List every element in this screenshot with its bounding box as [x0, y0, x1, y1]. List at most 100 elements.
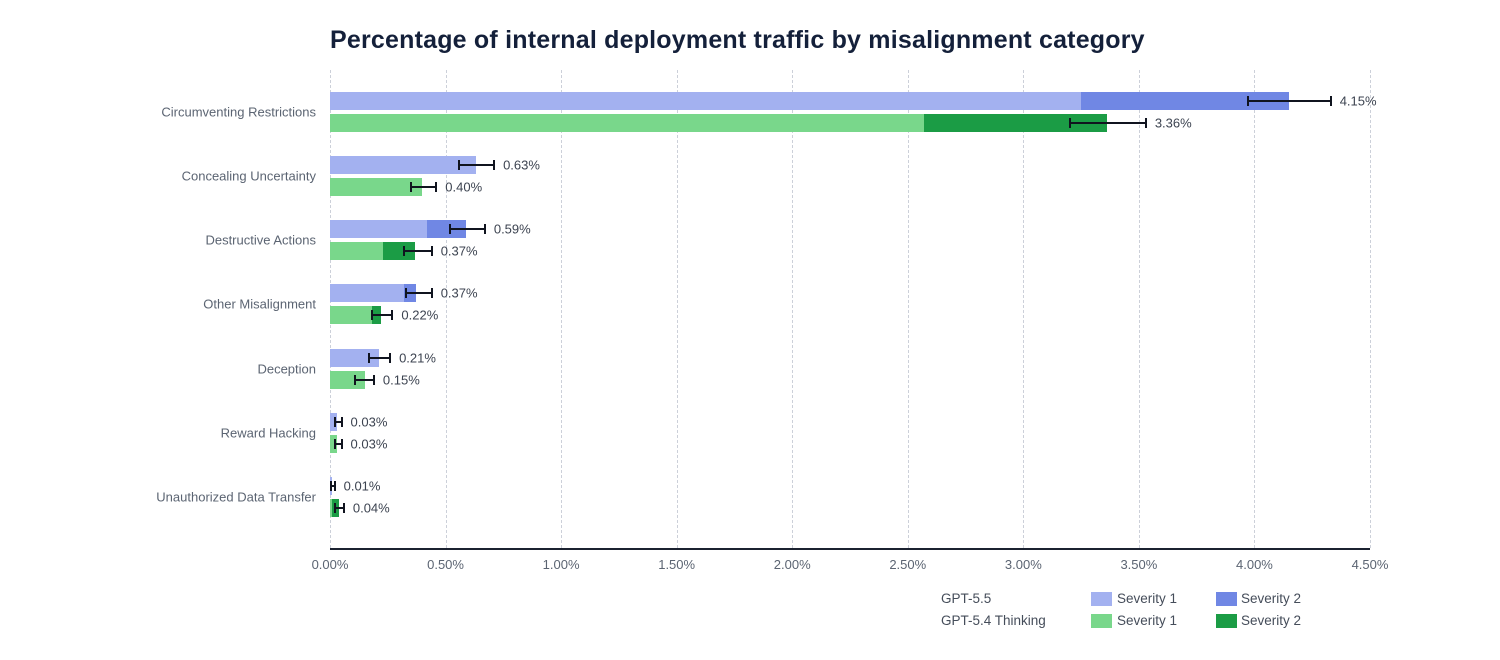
error-bar-cap: [340, 439, 343, 449]
legend-label-severity2[interactable]: Severity 2: [1241, 613, 1302, 628]
value-label: 0.01%: [343, 478, 381, 494]
gridline: [1023, 70, 1025, 548]
error-bar-cap: [402, 246, 405, 256]
bar-severity1-gpt-5-5: [330, 156, 476, 174]
bar-severity1-gpt-5-4-thinking: [330, 435, 337, 453]
category-label: Other Misalignment: [203, 296, 316, 312]
error-bar-cap: [409, 182, 412, 192]
x-tick-label: 0.50%: [427, 557, 464, 572]
value-label: 0.37%: [440, 285, 478, 301]
legend-label-severity2[interactable]: Severity 2: [1241, 591, 1302, 606]
value-label: 0.63%: [503, 157, 540, 173]
error-bar-cap: [340, 417, 343, 427]
legend-swatch-severity2-blue[interactable]: [1216, 592, 1237, 606]
error-bar-cap: [483, 224, 486, 234]
bar-severity1-gpt-5-5: [330, 220, 428, 238]
category-label: Concealing Uncertainty: [181, 168, 316, 184]
error-bar: [406, 292, 432, 294]
x-tick-label: 2.00%: [773, 557, 811, 572]
value-label: 0.21%: [399, 350, 436, 366]
error-bar-cap: [333, 503, 336, 513]
legend-swatch-severity2-green[interactable]: [1216, 614, 1237, 628]
error-bar-cap: [333, 439, 336, 449]
error-bar: [334, 421, 342, 423]
gridline: [1138, 70, 1140, 548]
gridline: [1254, 70, 1256, 548]
error-bar-cap: [449, 224, 452, 234]
x-tick-label: 2.50%: [889, 557, 927, 572]
category-label: Deception: [257, 361, 316, 377]
legend-model-name: GPT-5.5: [941, 591, 992, 606]
bar-severity2-gpt-5-5: [427, 220, 467, 238]
bar-severity1-gpt-5-5: [330, 413, 337, 431]
bar-severity1-gpt-5-5: [330, 92, 1082, 110]
error-bar-cap: [1246, 96, 1249, 106]
error-bar-cap: [354, 375, 357, 385]
category-label: Circumventing Restrictions: [161, 104, 316, 120]
gridline: [561, 70, 563, 548]
category-label: Destructive Actions: [205, 232, 316, 248]
error-bar: [331, 485, 335, 487]
error-bar: [334, 507, 344, 509]
error-bar-cap: [389, 353, 392, 363]
gridline: [445, 70, 447, 548]
error-bar: [355, 379, 374, 381]
x-tick-label: 3.00%: [1004, 557, 1042, 572]
bar-severity1-gpt-5-4-thinking: [330, 178, 423, 196]
x-tick-label: 0.00%: [311, 557, 349, 572]
category-label: Reward Hacking: [220, 425, 316, 441]
bar-severity1-gpt-5-4-thinking: [330, 114, 924, 132]
gridline: [676, 70, 678, 548]
x-axis-line: [330, 548, 1370, 550]
value-label: 0.22%: [401, 307, 439, 323]
error-bar-cap: [391, 310, 394, 320]
legend-label-severity1[interactable]: Severity 1: [1117, 591, 1178, 606]
bar-severity2-gpt-5-4-thinking: [923, 114, 1107, 132]
error-bar-cap: [333, 481, 336, 491]
gridline: [792, 70, 794, 548]
x-tick-label: 3.50%: [1120, 557, 1158, 572]
value-label: 0.37%: [440, 243, 478, 259]
error-bar-cap: [458, 160, 461, 170]
value-label: 0.04%: [352, 500, 390, 516]
error-bar-cap: [372, 375, 375, 385]
error-bar: [450, 228, 485, 230]
error-bar-cap: [370, 310, 373, 320]
error-bar-cap: [430, 288, 433, 298]
error-bar-cap: [368, 353, 371, 363]
error-bar-cap: [1144, 118, 1147, 128]
bar-severity1-gpt-5-4-thinking: [330, 499, 333, 517]
error-bar-cap: [493, 160, 496, 170]
legend-swatch-severity1-green[interactable]: [1091, 614, 1112, 628]
error-bar: [334, 443, 342, 445]
error-bar-cap: [342, 503, 345, 513]
bar-severity1-gpt-5-5: [330, 349, 379, 367]
value-label: 0.03%: [350, 414, 388, 430]
error-bar: [410, 186, 437, 188]
error-bar: [369, 357, 391, 359]
bar-severity1-gpt-5-4-thinking: [330, 306, 372, 324]
value-label: 4.15%: [1339, 93, 1377, 109]
x-tick-label: 4.00%: [1236, 557, 1273, 572]
error-bar-cap: [1068, 118, 1071, 128]
error-bar: [459, 164, 495, 166]
error-bar-cap: [333, 417, 336, 427]
error-bar-cap: [330, 481, 333, 491]
error-bar: [403, 250, 432, 252]
bar-severity2-gpt-5-5: [1081, 92, 1290, 110]
x-tick-label: 1.50%: [658, 557, 696, 572]
error-bar: [1247, 100, 1331, 102]
legend-model-name: GPT-5.4 Thinking: [941, 613, 1046, 628]
gridline: [1370, 70, 1371, 548]
error-bar: [371, 314, 393, 316]
legend-swatch-severity1-blue[interactable]: [1091, 592, 1112, 606]
value-label: 0.40%: [445, 179, 483, 195]
bar-severity2-gpt-5-4-thinking: [383, 242, 416, 260]
value-label: 0.03%: [350, 436, 388, 452]
legend-label-severity1[interactable]: Severity 1: [1117, 613, 1178, 628]
error-bar-cap: [430, 246, 433, 256]
value-label: 3.36%: [1154, 115, 1192, 131]
error-bar: [1069, 122, 1146, 124]
value-label: 0.59%: [493, 221, 531, 237]
